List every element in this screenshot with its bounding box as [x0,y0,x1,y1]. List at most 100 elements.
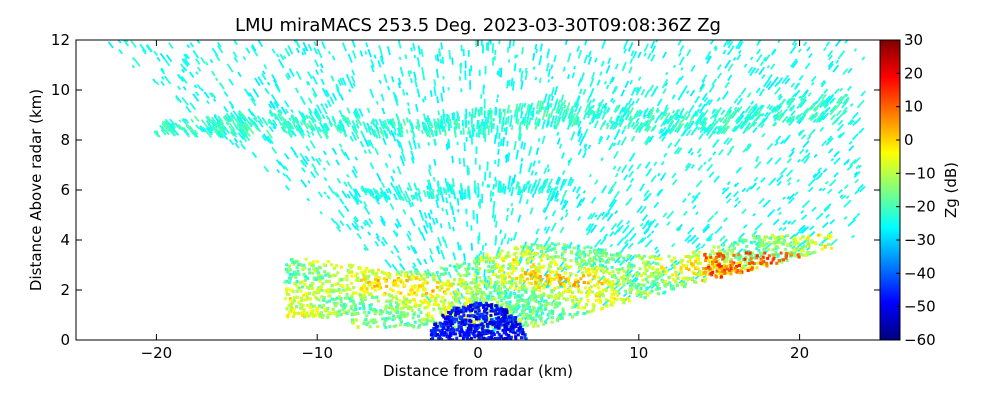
reflectivity-cell [505,214,509,222]
reflectivity-cell [835,59,840,64]
reflectivity-cell [762,56,767,62]
reflectivity-cell [561,291,565,295]
reflectivity-cell [442,86,445,93]
reflectivity-cell [846,85,852,92]
reflectivity-cell [254,77,261,87]
reflectivity-cell [576,246,580,250]
reflectivity-cell [522,279,526,283]
reflectivity-cell [363,149,367,154]
reflectivity-cell [592,98,596,103]
reflectivity-cell [458,278,462,282]
reflectivity-cell [471,267,475,271]
reflectivity-cell [551,75,554,80]
reflectivity-cell [520,310,524,314]
reflectivity-cell [798,74,804,81]
reflectivity-cell [223,105,229,113]
reflectivity-cell [529,321,533,325]
reflectivity-cell [185,53,190,60]
reflectivity-cell [507,266,511,270]
reflectivity-cell [512,231,518,241]
reflectivity-cell [556,177,562,186]
reflectivity-cell [487,293,491,301]
reflectivity-cell [656,268,660,272]
reflectivity-cell [782,196,786,200]
reflectivity-cell [556,131,560,136]
reflectivity-cell [685,162,690,169]
reflectivity-cell [319,68,324,74]
reflectivity-cell [200,57,206,64]
reflectivity-cell [750,100,755,105]
reflectivity-cell [817,167,823,172]
reflectivity-cell [627,97,633,106]
reflectivity-cell [383,73,388,84]
reflectivity-cell [627,42,634,52]
reflectivity-cell [186,44,190,49]
reflectivity-cell [502,297,506,301]
reflectivity-cell [222,125,230,134]
reflectivity-cell [728,145,735,152]
reflectivity-cell [460,44,463,52]
reflectivity-cell [753,176,759,182]
reflectivity-cell [826,242,830,246]
reflectivity-cell [520,157,524,162]
reflectivity-cell [788,193,795,201]
reflectivity-cell [396,223,400,228]
reflectivity-cell [453,216,456,222]
reflectivity-cell [741,208,747,215]
reflectivity-cell [588,250,592,254]
reflectivity-cell [789,45,797,55]
reflectivity-cell [271,74,278,83]
reflectivity-cell [699,82,705,90]
reflectivity-cell [858,127,865,135]
reflectivity-cell [609,243,614,248]
reflectivity-cell [326,290,330,294]
reflectivity-cell [542,286,546,290]
reflectivity-cell [515,149,520,160]
reflectivity-cell [794,85,799,89]
reflectivity-cell [644,239,653,248]
reflectivity-cell [446,141,450,149]
reflectivity-cell [684,276,688,280]
reflectivity-cell [752,126,758,134]
reflectivity-cell [623,233,629,240]
reflectivity-cell [797,130,803,136]
reflectivity-cell [642,272,646,276]
reflectivity-cell [843,158,850,166]
reflectivity-cell [537,138,541,142]
reflectivity-cell [767,211,773,218]
reflectivity-cell [586,245,590,249]
reflectivity-cell [406,312,410,316]
reflectivity-cell [671,277,675,281]
reflectivity-cell [344,275,348,279]
reflectivity-cell [367,311,371,315]
reflectivity-cell [786,242,790,246]
reflectivity-cell [302,293,306,297]
reflectivity-cell [562,66,566,72]
reflectivity-cell [626,103,633,113]
reflectivity-cell [570,131,576,141]
reflectivity-cell [371,296,375,300]
reflectivity-cell [726,51,731,56]
reflectivity-cell [699,270,703,274]
reflectivity-cell [545,254,549,258]
reflectivity-cell [295,47,300,54]
reflectivity-cell [651,254,655,258]
reflectivity-cell [763,238,767,242]
reflectivity-cell [239,139,243,145]
reflectivity-cell [320,295,324,299]
reflectivity-cell [806,152,811,158]
reflectivity-cell [139,43,147,53]
reflectivity-cell [434,55,438,61]
reflectivity-cell [562,297,566,301]
reflectivity-cell [616,237,625,247]
reflectivity-cell [607,185,615,195]
reflectivity-cell [856,99,865,109]
reflectivity-cell [834,40,842,47]
reflectivity-cell [466,290,470,294]
reflectivity-cell [286,51,291,57]
reflectivity-cell [285,74,290,81]
reflectivity-cell [853,171,859,176]
reflectivity-cell [280,106,287,115]
reflectivity-cell [528,146,533,156]
reflectivity-cell [445,197,449,204]
